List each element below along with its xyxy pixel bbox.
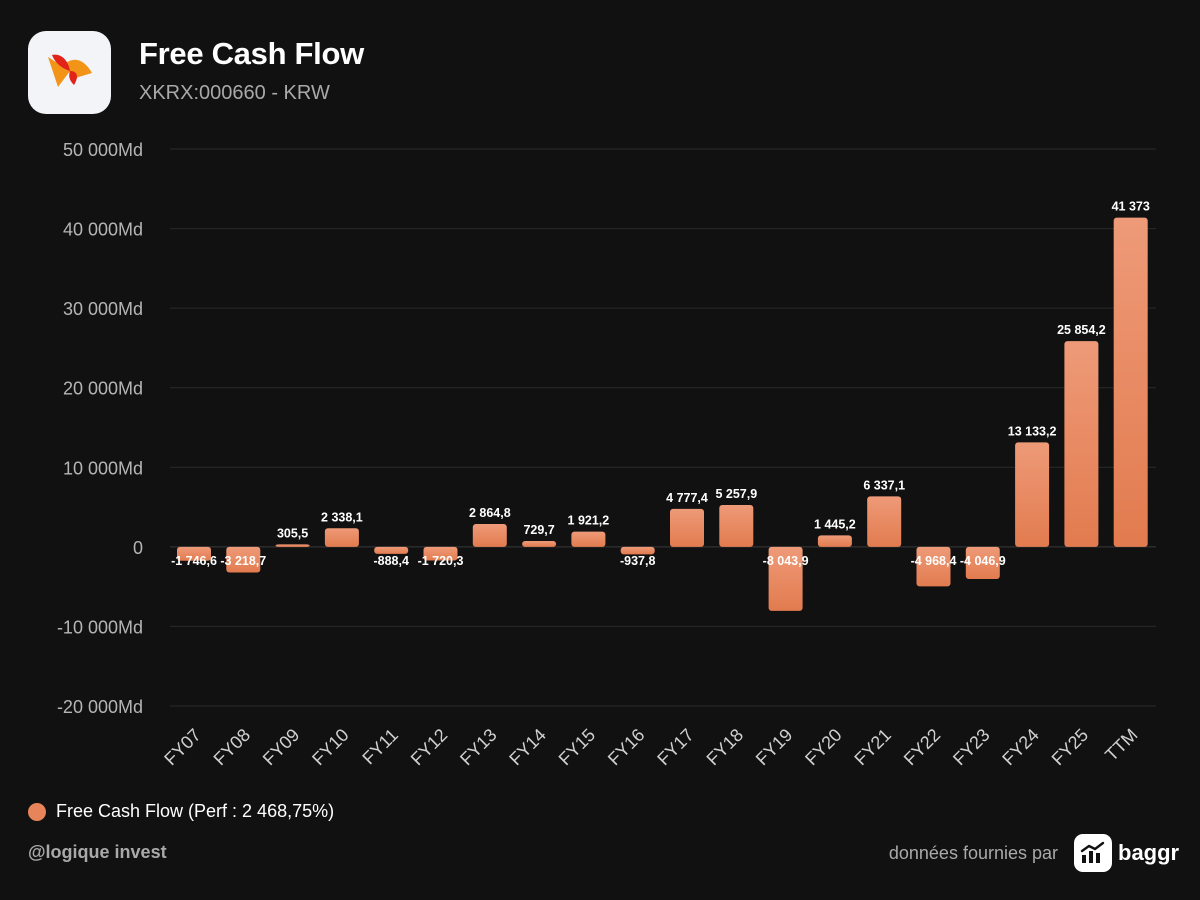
data-label: -4 046,9 bbox=[960, 554, 1006, 568]
author-handle: @logique invest bbox=[28, 842, 167, 862]
legend-swatch bbox=[28, 802, 46, 821]
bar-fy16[interactable] bbox=[620, 546, 655, 555]
baggr-brand-name: baggr bbox=[1118, 840, 1180, 865]
x-tick-label: FY22 bbox=[900, 725, 945, 770]
x-tick-label: FY16 bbox=[604, 725, 649, 770]
data-label: 1 921,2 bbox=[568, 514, 610, 528]
data-label: -1 746,6 bbox=[171, 554, 217, 568]
data-label: 2 338,1 bbox=[321, 510, 363, 524]
bar-fy23[interactable] bbox=[965, 546, 1000, 580]
bar-fy19[interactable] bbox=[768, 546, 803, 611]
data-label: 2 864,8 bbox=[469, 506, 511, 520]
y-tick-label: 40 000Md bbox=[63, 220, 143, 240]
x-tick-label: FY19 bbox=[752, 725, 797, 770]
chart-legend: Free Cash Flow (Perf : 2 468,75%) bbox=[28, 801, 334, 822]
data-label: 729,7 bbox=[523, 523, 554, 537]
x-tick-label: FY17 bbox=[653, 725, 698, 770]
bar-fy07[interactable] bbox=[177, 546, 211, 561]
bar-fy15[interactable] bbox=[571, 531, 606, 547]
y-tick-label: 10 000Md bbox=[63, 458, 143, 478]
data-label: -1 720,3 bbox=[418, 554, 464, 568]
x-axis-tick-labels: FY07 FY08 FY09 FY10 FY11 FY12 FY13 FY14 FY15 FY16… bbox=[160, 725, 1141, 770]
x-tick-label: FY09 bbox=[259, 725, 304, 770]
x-tick-label: FY14 bbox=[505, 725, 550, 770]
data-label: 6 337,1 bbox=[863, 478, 905, 492]
y-tick-label: -10 000Md bbox=[57, 617, 143, 637]
data-label: 41 373 bbox=[1112, 200, 1150, 214]
y-tick-label: 20 000Md bbox=[63, 379, 143, 399]
data-label: -888,4 bbox=[373, 554, 408, 568]
bar-chart-trend-icon bbox=[1080, 841, 1105, 863]
data-label: 5 257,9 bbox=[715, 487, 757, 501]
butterfly-logo-icon bbox=[47, 54, 92, 87]
x-tick-label: FY15 bbox=[555, 725, 600, 770]
data-label: 13 133,2 bbox=[1008, 424, 1057, 438]
company-logo bbox=[28, 31, 111, 114]
x-tick-label: FY25 bbox=[1048, 725, 1093, 770]
bar-fy22[interactable] bbox=[916, 546, 951, 587]
data-label: 1 445,2 bbox=[814, 517, 856, 531]
y-tick-label: -20 000Md bbox=[57, 697, 143, 717]
grid-lines bbox=[170, 148, 1156, 707]
data-label: -937,8 bbox=[620, 554, 655, 568]
bar-fy20[interactable] bbox=[817, 535, 852, 547]
bar-fy13[interactable] bbox=[472, 524, 507, 547]
data-label: 4 777,4 bbox=[666, 491, 708, 505]
bar-fy18[interactable] bbox=[719, 505, 754, 547]
data-label: 305,5 bbox=[277, 526, 308, 540]
bar-fy24[interactable] bbox=[1015, 442, 1050, 547]
x-tick-label: FY07 bbox=[160, 725, 205, 770]
x-tick-label: TTM bbox=[1101, 725, 1141, 765]
bar-fy21[interactable] bbox=[867, 496, 902, 547]
x-tick-label: FY10 bbox=[308, 725, 353, 770]
data-provided-by-text: données fournies par bbox=[888, 843, 1058, 863]
x-tick-label: FY13 bbox=[456, 725, 501, 770]
x-tick-label: FY08 bbox=[210, 725, 255, 770]
x-tick-label: FY18 bbox=[703, 725, 748, 770]
bar-fy14[interactable] bbox=[522, 541, 557, 547]
bar-fy08[interactable] bbox=[226, 546, 261, 573]
y-tick-label: 30 000Md bbox=[63, 299, 143, 319]
page-subtitle: XKRX:000660 - KRW bbox=[139, 82, 330, 104]
x-tick-label: FY20 bbox=[801, 725, 846, 770]
data-label: -3 218,7 bbox=[220, 554, 266, 568]
legend-label: Free Cash Flow (Perf : 2 468,75%) bbox=[56, 801, 335, 821]
bar-ttm[interactable] bbox=[1113, 217, 1148, 547]
bar-fy11[interactable] bbox=[374, 546, 409, 554]
bar-fy25[interactable] bbox=[1064, 341, 1099, 547]
bar-fy12[interactable] bbox=[423, 546, 458, 561]
x-tick-label: FY12 bbox=[407, 725, 452, 770]
x-tick-label: FY21 bbox=[850, 725, 895, 770]
data-label: 25 854,2 bbox=[1057, 323, 1106, 337]
bar-fy10[interactable] bbox=[324, 528, 359, 547]
y-tick-label: 50 000Md bbox=[63, 140, 143, 160]
y-axis-tick-labels: 50 000Md 40 000Md 30 000Md 20 000Md 10 000Md… bbox=[57, 140, 143, 717]
data-label: -8 043,9 bbox=[763, 554, 809, 568]
x-tick-label: FY11 bbox=[358, 725, 402, 769]
bar-fy17[interactable] bbox=[670, 508, 704, 547]
page-title: Free Cash Flow bbox=[139, 36, 364, 71]
bar-fy09[interactable] bbox=[275, 544, 310, 547]
x-tick-label: FY24 bbox=[998, 725, 1043, 770]
baggr-logo[interactable] bbox=[1074, 834, 1112, 872]
data-label: -4 968,4 bbox=[911, 554, 957, 568]
bars bbox=[177, 217, 1148, 611]
x-tick-label: FY23 bbox=[949, 725, 994, 770]
data-labels: -1 746,6 -3 218,7 305,5 2 338,1 -888,4 -1 720… bbox=[171, 200, 1150, 568]
y-tick-label: 0 bbox=[133, 538, 143, 558]
